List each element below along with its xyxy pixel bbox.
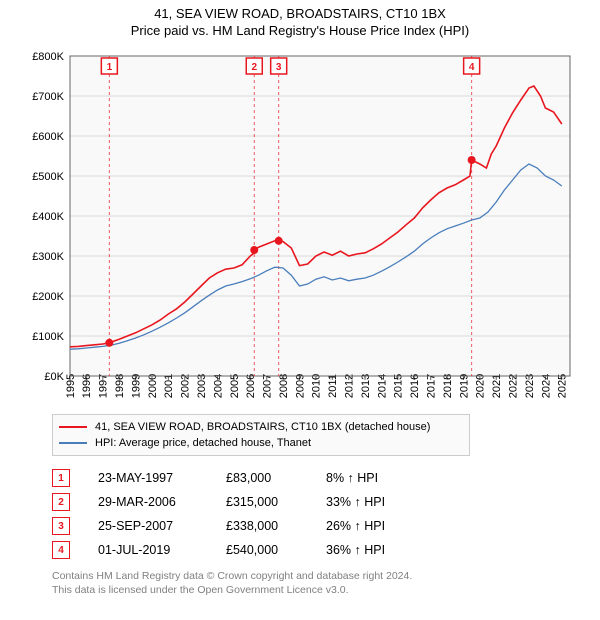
event-row: 2 29-MAR-2006 £315,000 33% ↑ HPI [52,490,600,514]
event-pct: 8% ↑ HPI [326,471,436,485]
y-tick-label: £600K [32,131,64,143]
sale-marker-number: 3 [276,62,282,73]
x-tick-label: 2018 [442,374,454,398]
chart-svg: £0K £100K £200K £300K £400K £500K £600K £700K £8… [20,46,580,406]
x-tick-label: 2002 [180,374,192,398]
event-row: 1 23-MAY-1997 £83,000 8% ↑ HPI [52,466,600,490]
x-tick-label: 2001 [163,374,175,398]
y-tick-label: £400K [32,211,64,223]
sale-marker-number: 2 [251,62,257,73]
sale-dot [250,246,258,254]
x-tick-label: 2025 [557,374,569,398]
title-address: 41, SEA VIEW ROAD, BROADSTAIRS, CT10 1BX [0,6,600,21]
x-tick-label: 2003 [196,374,208,398]
x-tick-label: 2007 [262,374,274,398]
x-tick-label: 2020 [475,374,487,398]
x-tick-label: 2012 [344,374,356,398]
x-tick-label: 2006 [245,374,257,398]
y-tick-label: £500K [32,171,64,183]
y-tick-label: £300K [32,251,64,263]
sale-marker-number: 4 [469,62,475,73]
event-price: £540,000 [226,543,326,557]
event-date: 01-JUL-2019 [98,543,226,557]
x-tick-label: 2016 [409,374,421,398]
x-tick-label: 2004 [212,374,224,398]
x-tick-label: 2005 [229,374,241,398]
footnote-line2: This data is licensed under the Open Gov… [52,584,600,598]
legend: 41, SEA VIEW ROAD, BROADSTAIRS, CT10 1BX… [52,414,470,456]
events-table: 1 23-MAY-1997 £83,000 8% ↑ HPI 2 29-MAR-… [52,466,600,562]
x-tick-label: 2024 [540,374,552,398]
legend-label-price: 41, SEA VIEW ROAD, BROADSTAIRS, CT10 1BX… [95,421,430,433]
legend-row: 41, SEA VIEW ROAD, BROADSTAIRS, CT10 1BX… [59,419,463,435]
x-tick-label: 1998 [114,374,126,398]
x-tick-label: 2015 [393,374,405,398]
y-tick-label: £0K [44,371,64,383]
event-date: 29-MAR-2006 [98,495,226,509]
sale-dot [468,156,476,164]
x-tick-label: 2010 [311,374,323,398]
chart: £0K £100K £200K £300K £400K £500K £600K £700K £8… [20,46,580,406]
y-tick-label: £200K [32,291,64,303]
event-marker-2: 2 [52,493,70,511]
x-tick-label: 2009 [294,374,306,398]
x-tick-label: 2019 [458,374,470,398]
y-tick-label: £100K [32,331,64,343]
title-block: 41, SEA VIEW ROAD, BROADSTAIRS, CT10 1BX… [0,0,600,38]
footnote-line1: Contains HM Land Registry data © Crown c… [52,570,600,584]
x-tick-label: 1999 [130,374,142,398]
x-tick-label: 2021 [491,374,503,398]
event-pct: 33% ↑ HPI [326,495,436,509]
y-tick-label: £700K [32,91,64,103]
legend-label-hpi: HPI: Average price, detached house, Than… [95,437,311,449]
event-price: £338,000 [226,519,326,533]
sale-dot [105,339,113,347]
x-tick-label: 2011 [327,374,339,398]
event-date: 23-MAY-1997 [98,471,226,485]
sale-dot [275,237,283,245]
event-marker-3: 3 [52,517,70,535]
x-tick-label: 1997 [98,374,110,398]
y-tick-label: £800K [32,51,64,63]
x-tick-label: 2013 [360,374,372,398]
x-tick-label: 2008 [278,374,290,398]
event-price: £315,000 [226,495,326,509]
x-tick-label: 2000 [147,374,159,398]
x-tick-label: 2017 [426,374,438,398]
event-pct: 36% ↑ HPI [326,543,436,557]
x-tick-label: 1995 [65,374,77,398]
x-tick-label: 1996 [81,374,93,398]
event-row: 4 01-JUL-2019 £540,000 36% ↑ HPI [52,538,600,562]
event-pct: 26% ↑ HPI [326,519,436,533]
event-row: 3 25-SEP-2007 £338,000 26% ↑ HPI [52,514,600,538]
x-tick-label: 2014 [376,374,388,398]
event-date: 25-SEP-2007 [98,519,226,533]
x-tick-label: 2023 [524,374,536,398]
title-subtitle: Price paid vs. HM Land Registry's House … [0,23,600,38]
x-tick-label: 2022 [507,374,519,398]
legend-row: HPI: Average price, detached house, Than… [59,435,463,451]
legend-swatch-hpi [59,442,87,444]
legend-swatch-price [59,426,87,428]
event-marker-4: 4 [52,541,70,559]
footnote: Contains HM Land Registry data © Crown c… [52,570,600,597]
event-marker-1: 1 [52,469,70,487]
event-price: £83,000 [226,471,326,485]
sale-marker-number: 1 [107,62,113,73]
